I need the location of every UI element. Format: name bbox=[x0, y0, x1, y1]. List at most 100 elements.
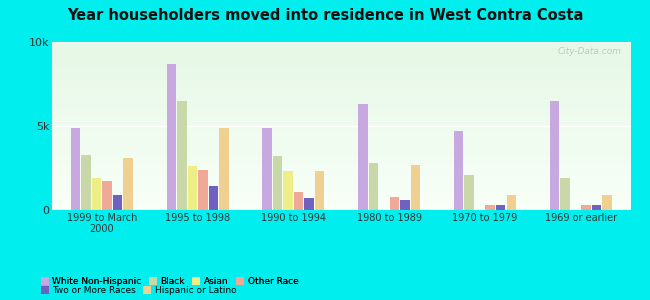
Bar bbox=[52, 164, 630, 165]
Bar bbox=[52, 61, 630, 62]
Bar bbox=[52, 204, 630, 205]
Bar bbox=[592, 205, 601, 210]
Bar bbox=[52, 166, 630, 167]
Bar bbox=[52, 196, 630, 197]
Bar bbox=[52, 92, 630, 93]
Bar bbox=[52, 136, 630, 137]
Bar bbox=[464, 175, 474, 210]
Bar bbox=[52, 179, 630, 180]
Bar bbox=[52, 120, 630, 121]
Bar bbox=[52, 98, 630, 99]
Bar bbox=[52, 154, 630, 155]
Bar bbox=[52, 177, 630, 178]
Bar bbox=[52, 165, 630, 166]
Bar bbox=[52, 183, 630, 184]
Bar bbox=[52, 112, 630, 113]
Bar bbox=[52, 129, 630, 130]
Bar bbox=[52, 116, 630, 117]
Bar bbox=[52, 144, 630, 145]
Bar bbox=[52, 100, 630, 101]
Bar bbox=[263, 128, 272, 210]
Bar bbox=[166, 64, 176, 210]
Bar bbox=[52, 195, 630, 196]
Bar bbox=[52, 168, 630, 169]
Bar bbox=[560, 178, 569, 210]
Bar bbox=[52, 207, 630, 208]
Bar bbox=[52, 71, 630, 72]
Bar bbox=[52, 54, 630, 55]
Bar bbox=[52, 178, 630, 179]
Bar bbox=[52, 59, 630, 60]
Bar bbox=[52, 201, 630, 202]
Bar bbox=[52, 110, 630, 111]
Bar bbox=[52, 95, 630, 96]
Bar bbox=[52, 126, 630, 127]
Text: City-Data.com: City-Data.com bbox=[558, 47, 622, 56]
Bar bbox=[52, 206, 630, 207]
Bar bbox=[52, 153, 630, 154]
Bar bbox=[52, 60, 630, 61]
Bar bbox=[283, 171, 293, 210]
Bar bbox=[52, 162, 630, 163]
Bar bbox=[389, 196, 399, 210]
Bar bbox=[71, 128, 80, 210]
Bar bbox=[52, 169, 630, 170]
Bar bbox=[52, 63, 630, 64]
Bar bbox=[52, 80, 630, 81]
Bar bbox=[52, 160, 630, 161]
Bar bbox=[52, 65, 630, 66]
Bar bbox=[52, 79, 630, 80]
Bar bbox=[52, 75, 630, 76]
Bar bbox=[52, 58, 630, 59]
Bar bbox=[52, 51, 630, 52]
Bar bbox=[52, 102, 630, 103]
Bar bbox=[52, 158, 630, 159]
Bar bbox=[52, 134, 630, 135]
Bar bbox=[52, 91, 630, 92]
Bar bbox=[52, 200, 630, 201]
Bar bbox=[52, 175, 630, 176]
Bar bbox=[52, 55, 630, 56]
Bar bbox=[52, 131, 630, 132]
Bar bbox=[52, 184, 630, 185]
Bar bbox=[102, 182, 112, 210]
Bar bbox=[400, 200, 410, 210]
Bar bbox=[581, 205, 591, 210]
Bar bbox=[52, 99, 630, 100]
Bar bbox=[52, 145, 630, 146]
Bar bbox=[52, 48, 630, 49]
Bar bbox=[52, 209, 630, 210]
Bar bbox=[52, 159, 630, 160]
Bar bbox=[506, 195, 516, 210]
Bar bbox=[52, 172, 630, 173]
Bar bbox=[52, 173, 630, 174]
Bar bbox=[52, 85, 630, 86]
Bar bbox=[52, 78, 630, 79]
Bar bbox=[52, 176, 630, 177]
Bar bbox=[52, 123, 630, 124]
Bar bbox=[52, 66, 630, 67]
Bar bbox=[52, 198, 630, 199]
Bar bbox=[52, 143, 630, 144]
Bar bbox=[52, 197, 630, 198]
Bar bbox=[81, 154, 91, 210]
Bar bbox=[486, 205, 495, 210]
Bar bbox=[52, 125, 630, 126]
Bar bbox=[52, 124, 630, 125]
Bar bbox=[52, 84, 630, 85]
Bar bbox=[52, 122, 630, 123]
Bar bbox=[52, 199, 630, 200]
Bar bbox=[52, 191, 630, 192]
Bar bbox=[52, 88, 630, 89]
Bar bbox=[52, 46, 630, 47]
Bar bbox=[198, 170, 207, 210]
Bar bbox=[52, 160, 630, 161]
Bar bbox=[52, 132, 630, 133]
Bar bbox=[52, 156, 630, 157]
Bar bbox=[52, 50, 630, 51]
Bar bbox=[52, 90, 630, 91]
Bar bbox=[52, 186, 630, 187]
Bar bbox=[52, 149, 630, 150]
Bar bbox=[52, 72, 630, 73]
Bar bbox=[52, 114, 630, 115]
